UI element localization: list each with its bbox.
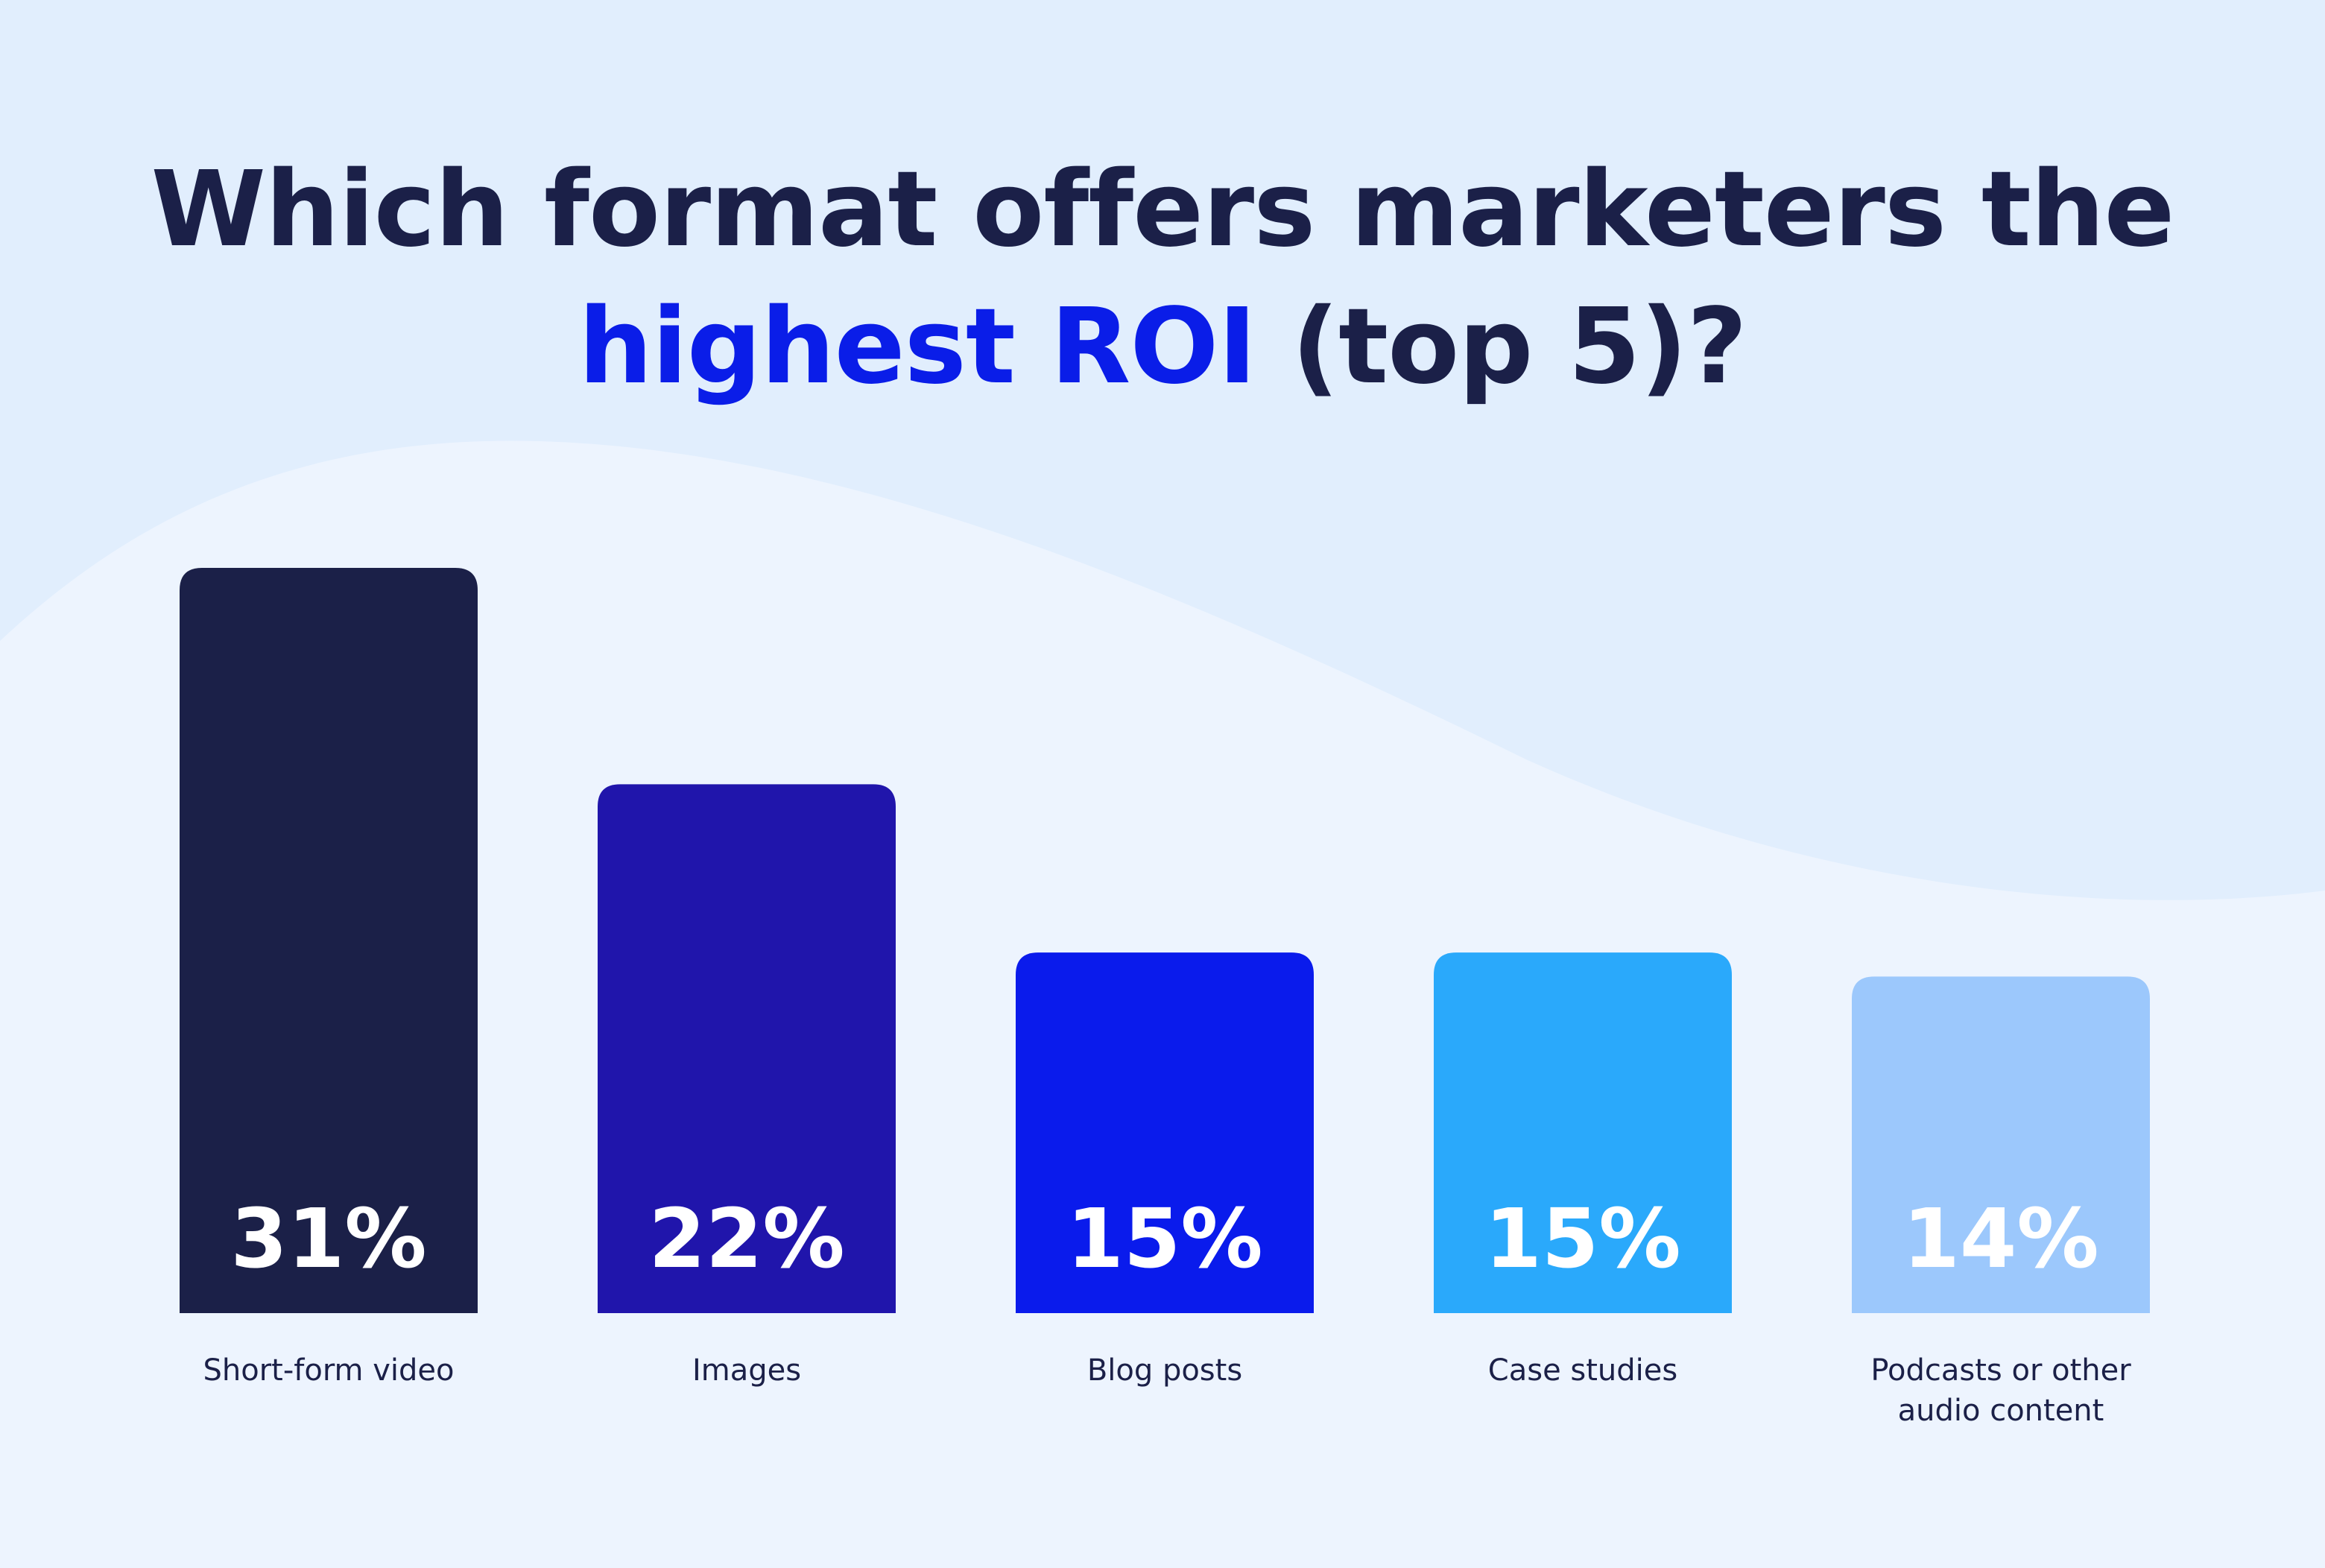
- category-label: Case studies: [1488, 1353, 1677, 1388]
- title-rest: (top 5)?: [1291, 286, 1747, 408]
- bar-value-label: 15%: [1484, 1191, 1680, 1286]
- bar-value-label: 31%: [230, 1191, 426, 1286]
- category-label: Short-form video: [203, 1353, 454, 1388]
- chart-title: Which format offers marketers the highes…: [0, 142, 2325, 416]
- category-label: Blog posts: [1087, 1353, 1242, 1388]
- bar-value-label: 22%: [648, 1191, 844, 1286]
- category-label: Images: [692, 1353, 801, 1388]
- bar-0: [180, 568, 478, 1313]
- background-wave: [0, 0, 2325, 900]
- bar-2: [1016, 952, 1314, 1313]
- bar-value-label: 15%: [1066, 1191, 1262, 1286]
- category-label: Podcasts or other: [1870, 1353, 2131, 1388]
- title-line-1: Which format offers marketers the: [151, 149, 2175, 271]
- category-label: audio content: [1898, 1394, 2104, 1428]
- title-line-2: highest ROI (top 5)?: [0, 279, 2325, 416]
- bar-4: [1852, 976, 2150, 1313]
- title-accent: highest ROI: [578, 286, 1256, 408]
- bar-value-label: 14%: [1902, 1191, 2098, 1286]
- bar-1: [598, 784, 896, 1313]
- bar-3: [1434, 952, 1732, 1313]
